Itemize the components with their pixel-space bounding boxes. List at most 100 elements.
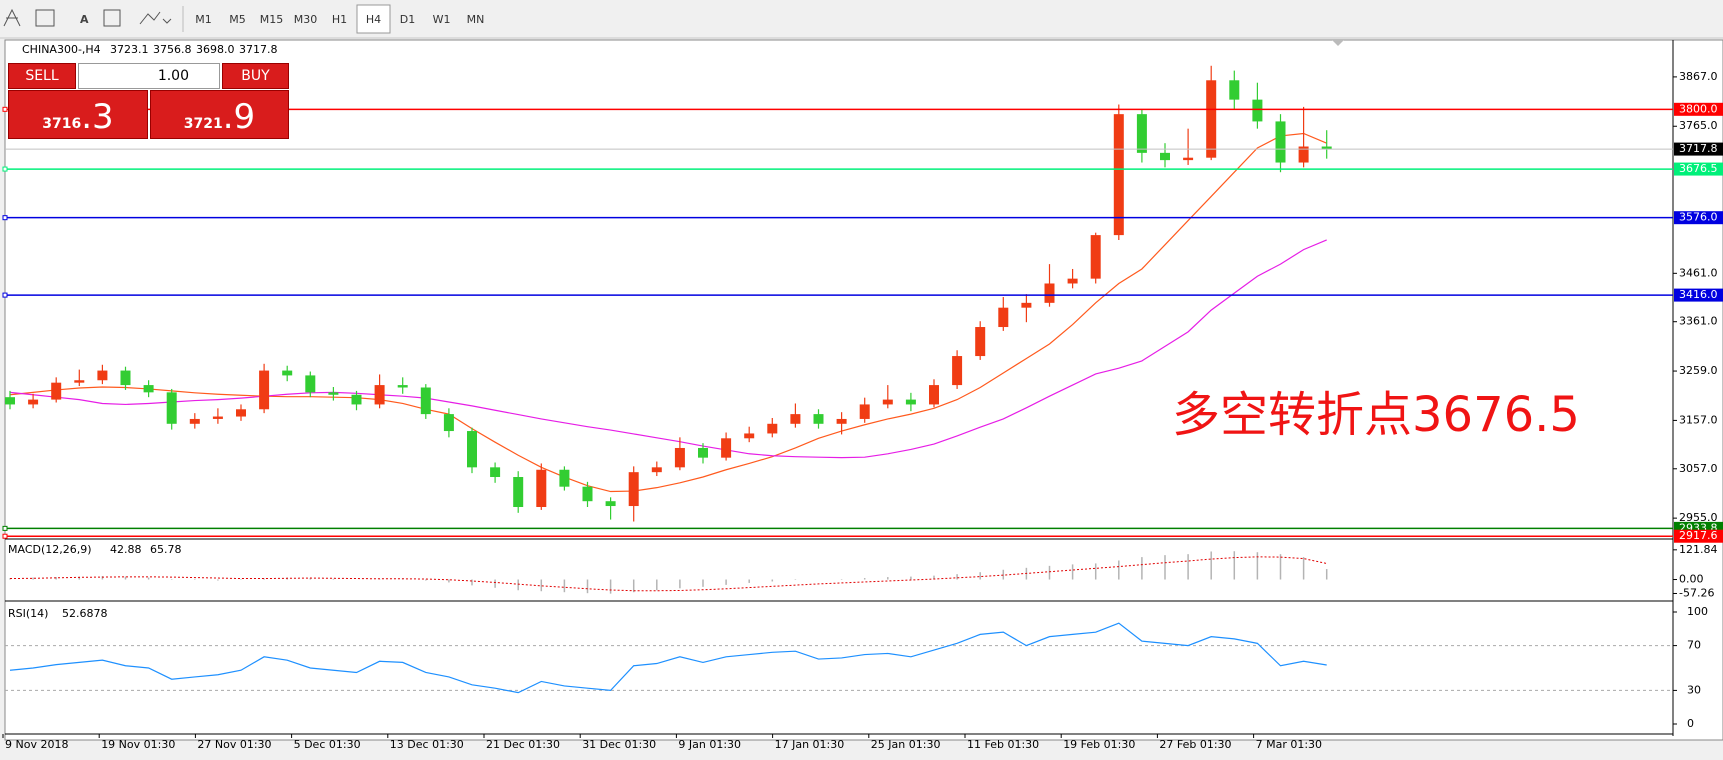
y-tick-label: 0 <box>1687 717 1694 730</box>
buy-button[interactable]: BUY <box>222 63 289 89</box>
level-label: 3416.0 <box>1679 288 1718 301</box>
candle-body <box>1136 114 1147 153</box>
y-tick-label: 3361.0 <box>1679 315 1718 328</box>
y-tick-label: 3157.0 <box>1679 413 1718 426</box>
y-tick-label: 121.84 <box>1679 543 1718 556</box>
candle-body <box>397 385 408 388</box>
timeframe-label[interactable]: D1 <box>400 13 415 26</box>
icon-lines[interactable] <box>3 8 21 27</box>
y-tick-label: -57.26 <box>1679 586 1714 599</box>
level-label: 3800.0 <box>1679 102 1718 115</box>
candle-body <box>790 414 801 424</box>
icon-label[interactable] <box>103 9 121 27</box>
symbol: CHINA300-,H4 <box>22 43 101 56</box>
candle-body <box>698 447 708 458</box>
candle-body <box>721 438 732 458</box>
sell-button[interactable]: SELL <box>8 63 76 89</box>
candle-body <box>166 392 177 424</box>
candle-body <box>513 477 524 508</box>
volume-input[interactable]: 1.00 <box>78 63 220 89</box>
candle-body <box>1206 80 1217 158</box>
icon-text[interactable]: A <box>80 13 89 26</box>
toolbar-icons: A <box>3 8 172 27</box>
timeframe-label[interactable]: M30 <box>294 13 318 26</box>
candle-body <box>1021 302 1032 308</box>
candle-body <box>836 418 847 424</box>
toolbar <box>0 0 1723 38</box>
candle-body <box>236 409 246 417</box>
candle-body <box>443 414 454 432</box>
level-label: 3576.0 <box>1679 211 1718 224</box>
candle-body <box>651 467 662 473</box>
candle-body <box>120 370 131 386</box>
level-label-bg <box>1674 162 1723 176</box>
x-tick-label: 17 Jan 01:30 <box>775 738 845 751</box>
bid-box[interactable]: 3716.3 <box>8 90 148 139</box>
timeframe-label[interactable]: W1 <box>433 13 451 26</box>
timeframe-label[interactable]: M1 <box>195 13 212 26</box>
candle-body <box>605 501 616 507</box>
x-tick-label: 27 Feb 01:30 <box>1159 738 1231 751</box>
macd-title: MACD(12,26,9) <box>8 543 92 556</box>
last-high: 3756.8 <box>153 43 192 56</box>
timeframe-label[interactable]: MN <box>467 13 485 26</box>
level-handle <box>2 292 8 298</box>
candle-body <box>813 414 824 424</box>
level-label-bg <box>1674 529 1723 543</box>
candle-body <box>559 469 570 487</box>
candle-body <box>744 433 755 439</box>
level-handle <box>2 533 8 539</box>
level-label-bg <box>1674 102 1723 116</box>
x-tick-label: 27 Nov 01:30 <box>197 738 271 751</box>
icon-fibo[interactable] <box>35 9 55 27</box>
candle-body <box>882 399 893 405</box>
candle-body <box>212 416 223 419</box>
candle-body <box>536 469 547 508</box>
y-tick-label: 3867.0 <box>1679 70 1718 83</box>
x-tick-label: 11 Feb 01:30 <box>967 738 1039 751</box>
annotation: 多空转折点3676.5 <box>1172 387 1580 443</box>
rsi-line <box>9 622 1327 694</box>
timeframe-label[interactable]: H1 <box>332 13 347 26</box>
icon-shapes[interactable] <box>139 11 172 25</box>
timeframe-label[interactable]: H4 <box>366 13 381 26</box>
y-tick-label: 70 <box>1687 639 1701 652</box>
ask-big: .9 <box>222 97 256 137</box>
candle-body <box>929 385 939 405</box>
ask-box[interactable]: 3721.9 <box>150 90 289 139</box>
moving-average <box>9 132 1327 493</box>
y-tick-label: 3461.0 <box>1679 266 1718 279</box>
macd-signal-value: 65.78 <box>150 543 182 556</box>
candle-body <box>189 418 200 424</box>
candle-body <box>1090 235 1101 279</box>
timeframe-label[interactable]: M15 <box>260 13 284 26</box>
candle-body <box>1113 114 1124 236</box>
y-tick-label: 0.00 <box>1679 573 1704 586</box>
timeframes: M1 M5 M15 M30 H1 H4 D1 W1 MN <box>195 4 485 34</box>
candle-body <box>628 472 639 507</box>
x-tick-label: 7 Mar 01:30 <box>1256 738 1322 751</box>
level-handle <box>2 215 8 221</box>
level-label: 3676.5 <box>1679 162 1718 175</box>
x-tick-label: 25 Jan 01:30 <box>871 738 941 751</box>
candle-body <box>143 385 154 393</box>
bid-big: .3 <box>81 97 114 137</box>
x-tick-label: 19 Feb 01:30 <box>1063 738 1135 751</box>
timeframe-button[interactable] <box>356 4 391 34</box>
candle-body <box>374 385 385 405</box>
candle-body <box>1160 152 1170 161</box>
candle-body <box>351 394 362 405</box>
timeframe-label[interactable]: M5 <box>229 13 246 26</box>
candle-body <box>74 380 85 383</box>
x-tick-label: 21 Dec 01:30 <box>486 738 560 751</box>
shift-marker[interactable] <box>1332 40 1344 46</box>
candle-body <box>859 404 870 419</box>
x-tick-label: 19 Nov 01:30 <box>101 738 175 751</box>
last-open: 3723.1 <box>110 43 149 56</box>
candle-body <box>28 399 39 405</box>
candle-body <box>490 467 501 478</box>
last-low: 3698.0 <box>196 43 235 56</box>
candle-body <box>1229 80 1240 100</box>
candle-body <box>259 370 270 410</box>
